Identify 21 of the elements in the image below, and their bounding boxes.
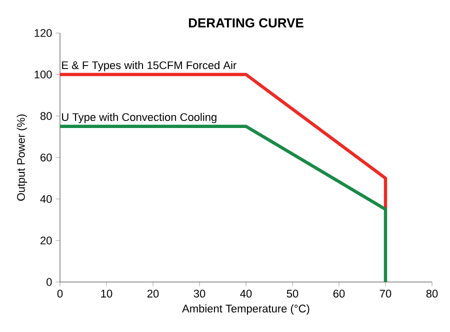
y-tick-label: 80 xyxy=(40,112,52,120)
y-tick-label: 0 xyxy=(46,278,52,286)
chart-title: DERATING CURVE xyxy=(188,18,304,28)
y-tick-label: 100 xyxy=(34,70,52,78)
x-tick-label: 30 xyxy=(194,290,206,298)
y-tick-label: 20 xyxy=(40,236,52,244)
x-tick-label: 70 xyxy=(380,290,392,298)
x-tick-label: 20 xyxy=(147,290,159,298)
y-axis-title: Output Power (%) xyxy=(16,114,28,201)
y-tick-label: 40 xyxy=(40,195,52,203)
x-tick-label: 60 xyxy=(333,290,345,298)
y-tick-label: 60 xyxy=(40,154,52,162)
x-tick-label: 10 xyxy=(101,290,112,298)
series-label: U Type with Convection Cooling xyxy=(62,112,216,124)
x-tick-label: 80 xyxy=(426,290,438,298)
series-label: E & F Types with 15CFM Forced Air xyxy=(62,61,236,72)
y-tick-label: 120 xyxy=(34,29,52,37)
x-tick-label: 50 xyxy=(286,290,298,298)
x-axis-title: Ambient Temperature (°C) xyxy=(182,304,310,315)
x-tick-label: 40 xyxy=(240,290,252,298)
x-tick-label: 0 xyxy=(57,290,63,298)
